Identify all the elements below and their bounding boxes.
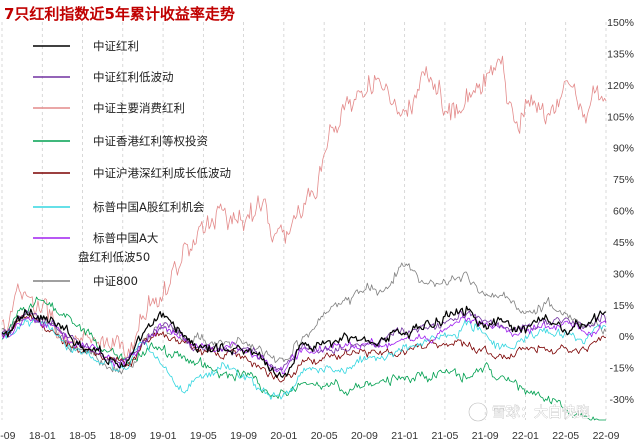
legend-label: 中证沪港深红利成长低波动 xyxy=(93,166,231,180)
x-tick-label: 20-05 xyxy=(311,430,338,442)
x-tick-label: 21-05 xyxy=(432,430,459,442)
y-tick-label: 105% xyxy=(607,111,634,123)
x-tick-label: 20-01 xyxy=(270,430,297,442)
y-tick-label: 150% xyxy=(607,17,634,29)
y-tick-label: 120% xyxy=(607,80,634,92)
legend: 中证红利中证红利低波动中证主要消费红利中证香港红利等权投资中证沪港深红利成长低波… xyxy=(33,39,231,288)
series-line xyxy=(1,305,607,378)
y-tick-label: 45% xyxy=(613,237,634,249)
snowball-logo-icon-outline xyxy=(468,402,488,422)
legend-label: 标普中国A股红利机会 xyxy=(93,200,205,214)
y-tick-label: 0% xyxy=(619,331,634,343)
legend-label-continued: 盘红利低波50 xyxy=(78,250,150,264)
x-tick-label: 19-09 xyxy=(230,430,257,442)
series-line xyxy=(1,314,607,383)
series-line xyxy=(1,317,607,400)
legend-label: 中证红利 xyxy=(93,39,139,53)
y-tick-label: 75% xyxy=(613,174,634,186)
series-lines xyxy=(1,55,607,421)
x-tick-label: 21-09 xyxy=(472,430,499,442)
watermark-text: 雪球：大白快跑 xyxy=(492,405,590,421)
y-tick-label: 15% xyxy=(613,300,634,312)
legend-label: 中证红利低波动 xyxy=(93,70,174,84)
y-tick-label: -30% xyxy=(609,394,634,406)
x-tick-label: 22-05 xyxy=(552,430,579,442)
x-axis-ticks: 17-09 18-01 18-05 18-09 19-01 19-05 19-09 20-01… xyxy=(0,430,620,442)
x-tick-label: 17-09 xyxy=(0,430,16,442)
x-tick-label: 19-05 xyxy=(190,430,217,442)
y-tick-label: 60% xyxy=(613,206,634,218)
x-tick-label: 21-01 xyxy=(391,430,418,442)
y-tick-label: -15% xyxy=(609,363,634,375)
x-tick-label: 22-09 xyxy=(593,430,620,442)
x-tick-label: 18-09 xyxy=(109,430,136,442)
y-tick-label: 135% xyxy=(607,48,634,60)
y-tick-label: 90% xyxy=(613,143,634,155)
series-line xyxy=(1,310,607,371)
series-line xyxy=(1,55,607,360)
chart-title: 7只红利指数近5年累计收益率走势 xyxy=(4,5,235,23)
legend-label: 中证主要消费红利 xyxy=(93,101,185,115)
y-tick-label: 30% xyxy=(613,268,634,280)
legend-label: 中证800 xyxy=(93,274,138,288)
x-tick-label: 18-01 xyxy=(29,430,56,442)
x-tick-label: 20-09 xyxy=(351,430,378,442)
y-axis-ticks: -30% -15% 0% 15% 30% 45% 60% 75% 90% 105% 120% 135%… xyxy=(607,17,634,406)
x-tick-label: 18-05 xyxy=(69,430,96,442)
watermark: 雪球：大白快跑 xyxy=(467,401,590,423)
x-tick-label: 19-01 xyxy=(150,430,177,442)
legend-label: 中证香港红利等权投资 xyxy=(93,134,208,148)
grid-lines xyxy=(1,22,607,420)
series-line xyxy=(1,296,606,421)
legend-label: 标普中国A大 xyxy=(93,231,159,245)
x-tick-label: 22-01 xyxy=(512,430,539,442)
series-line xyxy=(1,262,607,375)
